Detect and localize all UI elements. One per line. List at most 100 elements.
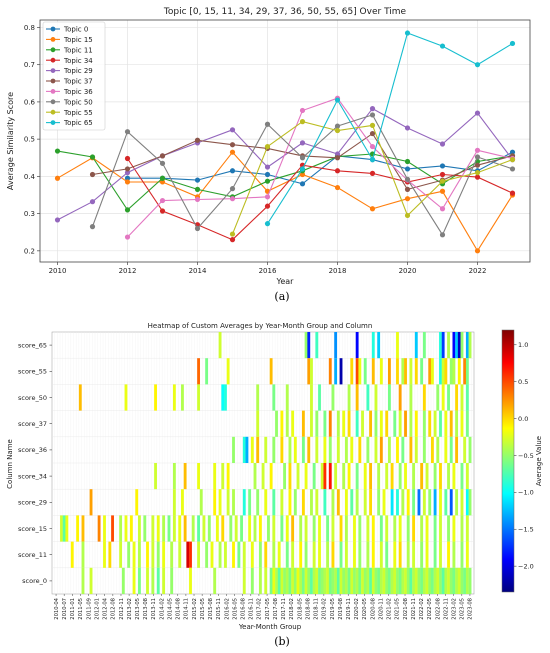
data-point xyxy=(334,155,341,161)
heatmap-cell xyxy=(318,384,321,411)
heatmap-cell xyxy=(369,567,373,594)
heatmap-cell xyxy=(404,358,407,385)
data-point xyxy=(264,143,271,150)
x-tick-label: 2016-05 xyxy=(232,598,238,620)
heatmap-cell xyxy=(396,489,399,516)
heatmap-cell xyxy=(210,541,214,568)
x-tick-label: 2020 xyxy=(399,267,417,275)
heatmap-cell xyxy=(465,384,469,411)
heatmap-cell xyxy=(398,463,402,490)
heatmap-cell xyxy=(197,384,200,411)
heatmap-cell xyxy=(218,489,222,516)
heatmap-cell xyxy=(269,463,273,490)
x-tick-label: 2015-08 xyxy=(208,598,214,620)
data-point xyxy=(229,231,236,237)
data-point xyxy=(474,170,481,176)
heatmap-cell xyxy=(291,410,295,437)
data-point xyxy=(159,153,166,159)
heatmap-cell xyxy=(465,567,469,594)
heatmap-cell xyxy=(304,567,308,594)
heatmap-cell xyxy=(455,332,459,359)
heatmap-cell xyxy=(264,541,268,568)
legend-entry: Topic 11 xyxy=(46,46,93,54)
heatmap-cell xyxy=(256,384,260,411)
heatmap-cell xyxy=(285,410,289,437)
heatmap-cell xyxy=(420,463,424,490)
x-tick-label: 2011-01 xyxy=(70,598,76,620)
heatmap-cell xyxy=(318,541,321,568)
heatmap-cell xyxy=(172,384,176,411)
series-topic-55 xyxy=(229,119,516,237)
heatmap-cell xyxy=(441,567,445,594)
series-topic-50 xyxy=(89,112,516,238)
heatmap-cell xyxy=(151,541,155,568)
heatmap-cell xyxy=(326,567,330,594)
heatmap-cell xyxy=(288,489,292,516)
heatmap-cell xyxy=(465,489,469,516)
y-tick-label: 0.2 xyxy=(24,247,35,255)
data-point xyxy=(404,196,411,202)
heatmap-cell xyxy=(119,515,123,542)
heatmap-cell xyxy=(374,384,378,411)
heatmap-cell xyxy=(283,463,286,490)
heatmap-row-score-55 xyxy=(197,358,469,385)
heatmap-cell xyxy=(304,463,308,490)
heatmap-cell xyxy=(310,567,313,594)
heatmap-title: Heatmap of Custom Averages by Year-Month… xyxy=(148,322,373,330)
heatmap-cell xyxy=(339,515,343,542)
legend-entry: Topic 15 xyxy=(46,36,93,44)
series-line xyxy=(57,150,513,211)
heatmap-cell xyxy=(81,541,85,568)
heatmap-cell xyxy=(162,515,166,542)
data-point xyxy=(124,234,131,240)
heatmap-cell xyxy=(269,358,273,385)
heatmap-cell xyxy=(452,332,456,359)
heatmap-cell xyxy=(288,463,292,490)
heatmap-cell xyxy=(465,463,469,490)
heatmap-cell xyxy=(366,567,370,594)
heatmap-cell xyxy=(447,332,450,359)
series-line xyxy=(127,151,513,185)
heatmap-cell xyxy=(412,567,416,594)
heatmap-cell xyxy=(172,463,176,490)
heatmap-cell xyxy=(307,567,311,594)
legend-entry: Topic 36 xyxy=(46,88,93,96)
x-tick-label: 2016 xyxy=(259,267,277,275)
heatmap-cell xyxy=(138,541,141,568)
heatmap-cell xyxy=(425,541,429,568)
data-point xyxy=(404,212,411,219)
heatmap-cell xyxy=(76,515,80,542)
heatmap-cell xyxy=(143,515,147,542)
data-point xyxy=(229,186,236,192)
heatmap-cell xyxy=(264,567,268,594)
heatmap-cell xyxy=(460,567,464,594)
y-tick-label: 0.3 xyxy=(24,210,35,218)
heatmap-cell xyxy=(323,463,327,490)
heatmap-cell xyxy=(315,332,319,359)
data-point xyxy=(369,106,376,112)
heatmap-cell xyxy=(323,410,327,437)
heatmap-cell xyxy=(315,410,319,437)
heatmap-cell xyxy=(277,541,281,568)
x-tick-label: 2022-05 xyxy=(427,598,433,620)
x-tick-label: 2012-01 xyxy=(94,598,100,620)
x-tick-label: 2012-08 xyxy=(111,598,117,620)
heatmap-cell xyxy=(307,332,311,359)
heatmap-cell xyxy=(269,567,273,594)
x-tick-label: 2022-11 xyxy=(443,598,449,620)
data-point xyxy=(159,208,166,214)
data-point xyxy=(299,166,306,172)
legend-marker xyxy=(50,26,56,32)
heatmap-cell xyxy=(205,541,209,568)
series-line xyxy=(267,32,513,224)
heatmap-cell xyxy=(447,541,450,568)
heatmap-cell xyxy=(181,384,184,411)
heatmap-cell xyxy=(183,463,187,490)
heatmap-cell xyxy=(371,515,375,542)
heatmap-cell xyxy=(339,358,343,385)
heatmap-cell xyxy=(441,332,445,359)
data-point xyxy=(474,62,481,68)
x-tick-label: 2012 xyxy=(119,267,137,275)
data-point xyxy=(194,137,201,143)
data-point xyxy=(124,175,131,181)
